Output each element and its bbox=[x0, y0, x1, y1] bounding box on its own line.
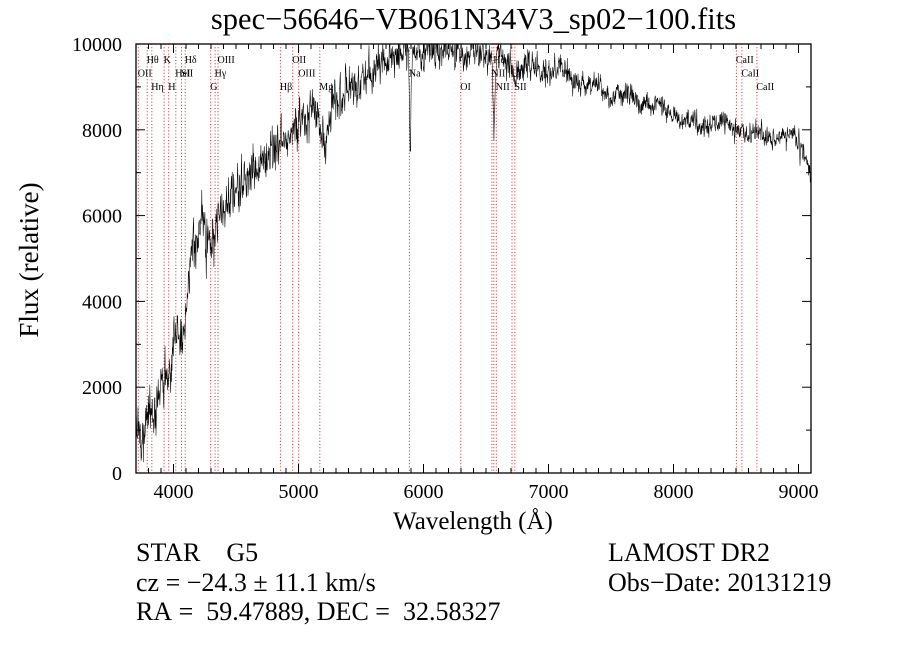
svg-text:9000: 9000 bbox=[779, 481, 819, 503]
svg-text:6000: 6000 bbox=[404, 481, 444, 503]
svg-text:OII: OII bbox=[138, 69, 152, 80]
svg-text:NII: NII bbox=[496, 82, 510, 93]
svg-text:OIII: OIII bbox=[298, 69, 315, 80]
svg-text:Hγ: Hγ bbox=[215, 69, 227, 80]
svg-text:7000: 7000 bbox=[529, 481, 569, 503]
svg-text:Hδ: Hδ bbox=[185, 55, 197, 66]
svg-text:CaII: CaII bbox=[736, 55, 754, 66]
svg-text:G: G bbox=[210, 82, 217, 93]
svg-text:0: 0 bbox=[112, 463, 122, 485]
svg-text:4000: 4000 bbox=[154, 481, 194, 503]
svg-text:STAR G5: STAR G5 bbox=[136, 538, 258, 567]
svg-text:5000: 5000 bbox=[279, 481, 319, 503]
svg-text:Flux (relative): Flux (relative) bbox=[14, 182, 44, 337]
svg-text:H: H bbox=[168, 82, 175, 93]
svg-text:2000: 2000 bbox=[82, 377, 122, 399]
svg-text:RA = 59.47889, DEC = 32.5832: RA = 59.47889, DEC = 32.58327 bbox=[136, 597, 500, 626]
svg-text:4000: 4000 bbox=[82, 291, 122, 313]
svg-text:Hη: Hη bbox=[151, 82, 163, 93]
svg-text:Obs−Date: 20131219: Obs−Date: 20131219 bbox=[608, 568, 831, 597]
svg-text:spec−56646−VB061N34V3_sp02−100: spec−56646−VB061N34V3_sp02−100.fits bbox=[211, 2, 736, 36]
svg-text:OIII: OIII bbox=[218, 55, 235, 66]
svg-text:8000: 8000 bbox=[654, 481, 694, 503]
svg-text:cz = −24.3 ± 11.1 km/s: cz = −24.3 ± 11.1 km/s bbox=[136, 568, 376, 597]
svg-text:Wavelength (Å): Wavelength (Å) bbox=[393, 508, 553, 535]
svg-text:OI: OI bbox=[460, 82, 471, 93]
svg-text:K: K bbox=[164, 55, 172, 66]
svg-text:OII: OII bbox=[292, 55, 306, 66]
svg-text:Na: Na bbox=[409, 69, 421, 80]
svg-text:NII: NII bbox=[491, 69, 505, 80]
svg-text:LAMOST DR2: LAMOST DR2 bbox=[608, 538, 770, 567]
svg-text:Hβ: Hβ bbox=[280, 82, 292, 93]
svg-text:8000: 8000 bbox=[82, 120, 122, 142]
svg-text:CaII: CaII bbox=[741, 69, 759, 80]
svg-text:10000: 10000 bbox=[72, 34, 122, 56]
svg-text:Mg: Mg bbox=[319, 82, 333, 93]
svg-text:Hθ: Hθ bbox=[147, 55, 159, 66]
svg-text:SII: SII bbox=[181, 69, 193, 80]
svg-text:6000: 6000 bbox=[82, 206, 122, 228]
svg-text:CaII: CaII bbox=[756, 82, 774, 93]
